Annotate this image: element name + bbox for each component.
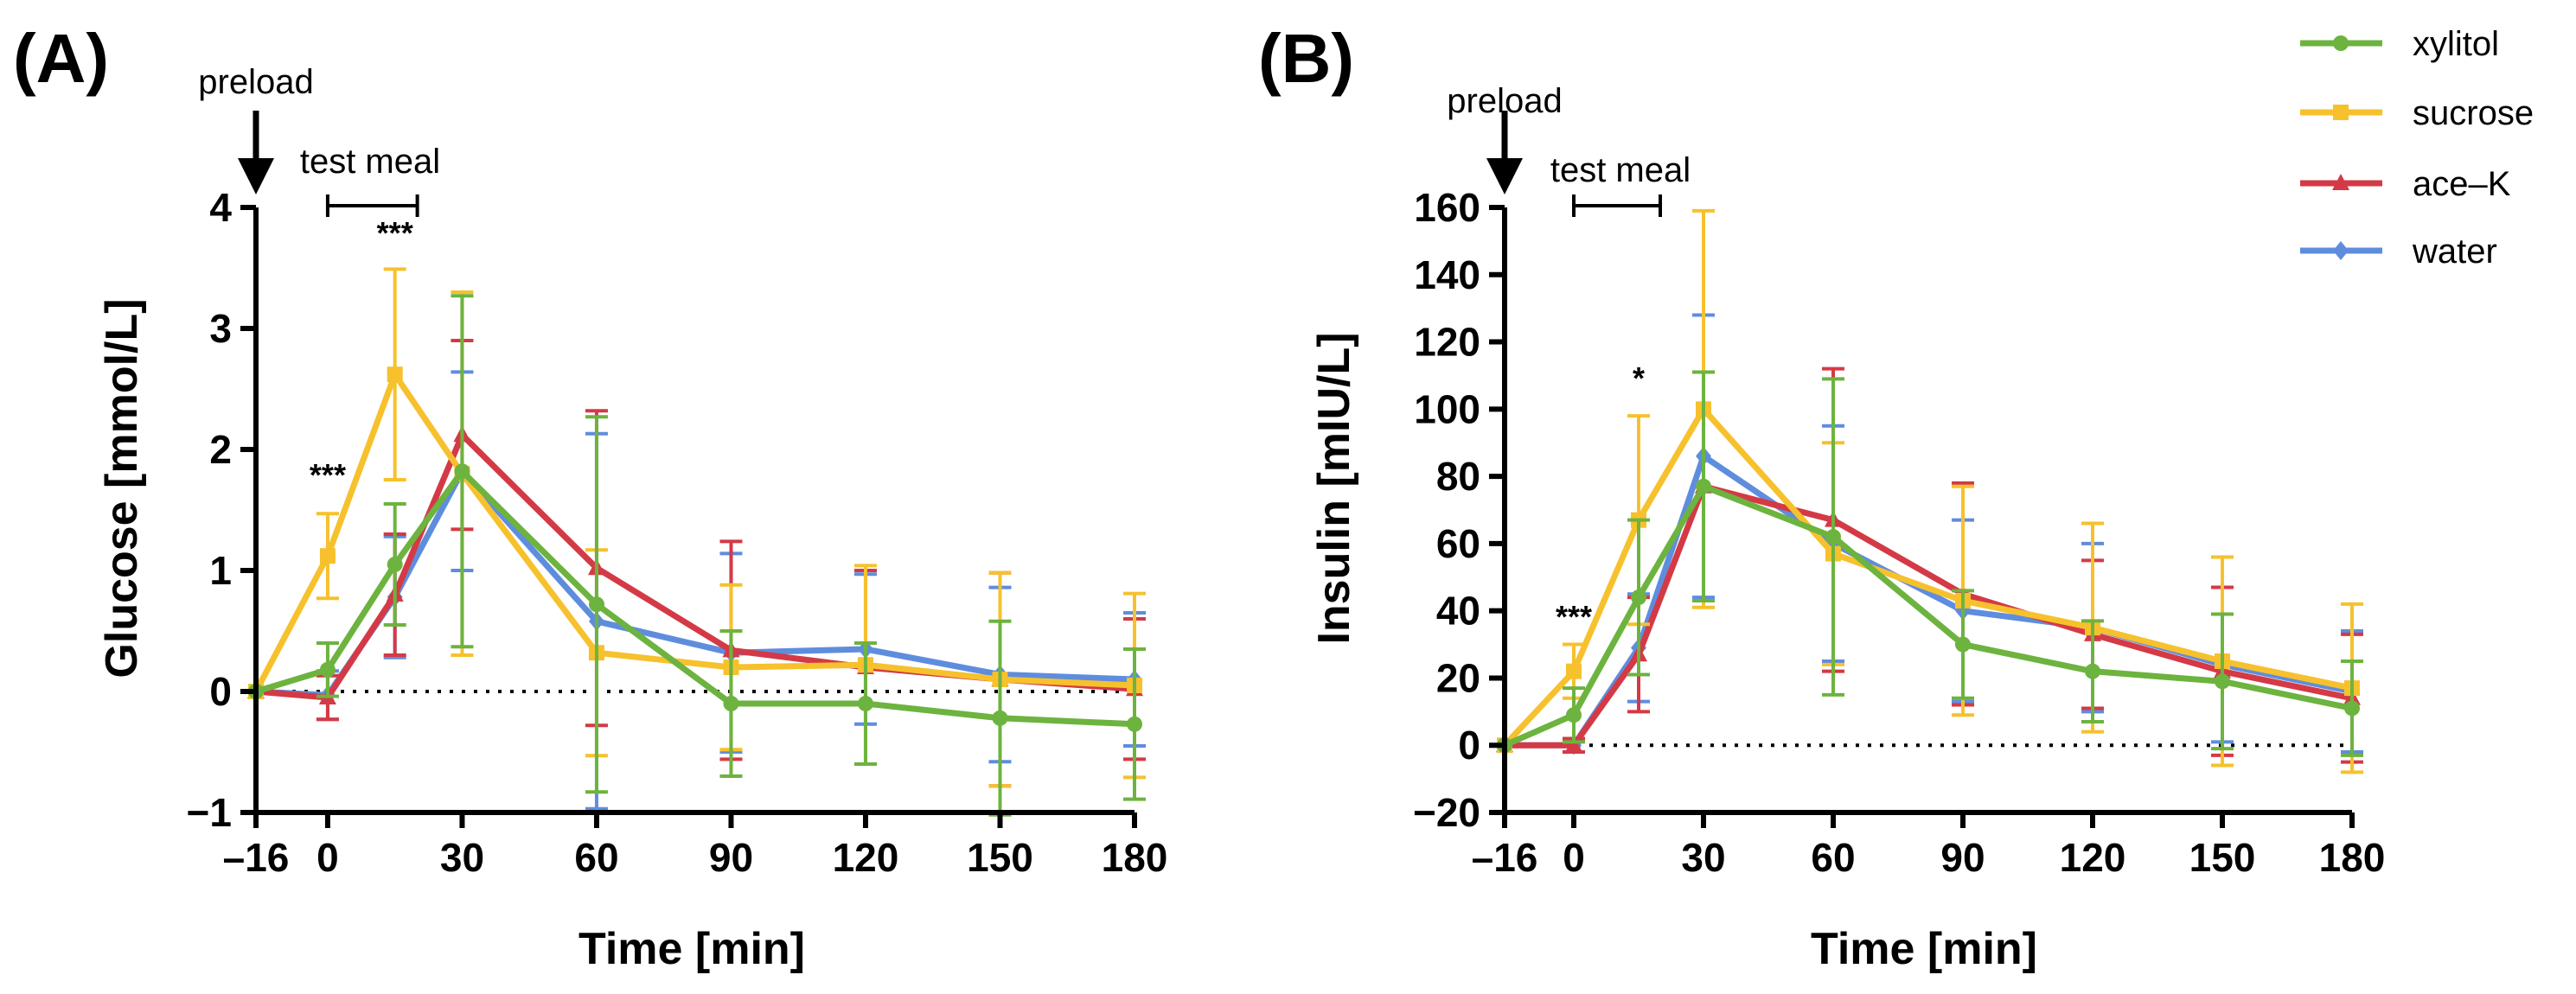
x-tick-label-a: 180 <box>1102 835 1168 880</box>
series-xylitol-a <box>248 294 1146 817</box>
data-point-xylitol <box>723 696 739 711</box>
significance-marker-b: * <box>1633 360 1645 396</box>
y-tick-label-a: 4 <box>209 185 232 230</box>
x-tick-label-b: 60 <box>1811 835 1855 880</box>
x-tick-label-a: 30 <box>440 835 484 880</box>
plot-area-b: −20 0 20 40 60 80 100 120 140 160 –16 0 30 60 90 120 150… <box>1413 111 2385 880</box>
panel-b: (B) Insulin [mIU/L] Time [min] preload t… <box>1258 20 2385 974</box>
panel-label-a: (A) <box>13 20 109 97</box>
y-axis-label-b: Insulin [mIU/L] <box>1309 332 1359 644</box>
data-point-xylitol <box>319 661 336 678</box>
legend-label-xylitol: xylitol <box>2413 25 2499 63</box>
significance-marker-b: *** <box>1556 599 1592 634</box>
legend-label-sucrose: sucrose <box>2413 94 2534 132</box>
test-meal-label-b: test meal <box>1550 151 1691 189</box>
series-sucrose-a <box>248 267 1146 788</box>
legend-marker-water <box>2333 241 2349 260</box>
data-point-xylitol <box>1696 478 1711 494</box>
legend-item-water: water <box>2300 233 2497 271</box>
y-tick-label-a: 2 <box>209 427 232 472</box>
x-tick-label-a: 0 <box>316 835 339 880</box>
y-tick-label-a: 1 <box>209 548 232 593</box>
series-water-a <box>248 370 1146 811</box>
legend-item-xylitol: xylitol <box>2300 25 2499 63</box>
test-meal-label-a: test meal <box>300 143 440 181</box>
y-tick-label-b: 160 <box>1414 185 1480 230</box>
legend-item-ace-k: ace–K <box>2300 165 2511 203</box>
x-tick-label-a: 150 <box>967 835 1033 880</box>
data-point-xylitol <box>2085 663 2100 679</box>
data-point-xylitol <box>1127 716 1142 732</box>
x-tick-label-a: 60 <box>574 835 618 880</box>
legend-item-sucrose: sucrose <box>2300 94 2534 132</box>
legend-marker-shape-ace-k <box>2332 174 2349 190</box>
panel-a: (A) Glucose [mmol/L] Time [min] preload … <box>13 20 1167 974</box>
y-tick-label-b: −20 <box>1413 790 1480 835</box>
data-point-sucrose <box>319 548 336 564</box>
legend-marker-shape-xylitol <box>2333 35 2349 51</box>
x-tick-label-b: 150 <box>2189 835 2256 880</box>
y-tick-label-b: 0 <box>1458 723 1480 768</box>
plot-area-a: −1 0 1 2 3 4 –16 0 30 60 90 120 150 180 *** *** <box>187 111 1168 880</box>
y-tick-label-b: 20 <box>1436 655 1480 700</box>
data-point-sucrose <box>387 366 403 383</box>
x-tick-label-b: 120 <box>2060 835 2126 880</box>
x-tick-label-b: 180 <box>2319 835 2386 880</box>
y-tick-label-a: 3 <box>209 306 232 351</box>
data-point-xylitol <box>454 463 470 480</box>
data-point-xylitol <box>1566 707 1582 723</box>
x-tick-label-a: –16 <box>223 835 290 880</box>
data-point-xylitol <box>2344 700 2360 717</box>
y-tick-label-b: 60 <box>1436 521 1480 566</box>
panel-label-b: (B) <box>1258 20 1354 97</box>
y-tick-label-a: −1 <box>187 790 232 835</box>
significance-marker-a: *** <box>377 215 413 251</box>
x-tick-label-b: –16 <box>1472 835 1538 880</box>
x-tick-label-b: 30 <box>1681 835 1725 880</box>
data-point-xylitol <box>992 710 1008 726</box>
legend-label-ace-k: ace–K <box>2413 165 2511 203</box>
series-ace-k-b <box>1496 366 2363 764</box>
data-point-ace-k <box>1565 736 1582 753</box>
data-point-xylitol <box>1955 636 1971 653</box>
legend-marker-shape-sucrose <box>2333 105 2349 120</box>
x-tick-label-b: 90 <box>1940 835 1985 880</box>
x-tick-label-a: 90 <box>709 835 753 880</box>
data-point-xylitol <box>387 557 403 572</box>
legend-marker-ace-k <box>2332 174 2349 190</box>
x-tick-label-a: 120 <box>833 835 899 880</box>
y-tick-label-a: 0 <box>209 669 232 714</box>
legend-label-water: water <box>2412 233 2497 271</box>
legend: xylitol sucrose ace–K water <box>2300 25 2534 271</box>
data-point-xylitol <box>1631 589 1646 606</box>
series-water-b <box>1497 313 2363 755</box>
data-point-xylitol <box>588 596 604 613</box>
legend-marker-xylitol <box>2333 35 2349 51</box>
series-sucrose-b <box>1497 208 2363 774</box>
legend-marker-shape-water <box>2333 241 2349 260</box>
preload-label-a: preload <box>198 63 313 101</box>
y-tick-label-b: 120 <box>1414 320 1480 365</box>
y-axis-label-a: Glucose [mmol/L] <box>97 298 147 678</box>
significance-marker-a: *** <box>310 457 346 493</box>
x-axis-label-a: Time [min] <box>578 924 805 974</box>
data-point-sucrose <box>1566 663 1582 679</box>
x-axis-label-b: Time [min] <box>1811 924 2037 974</box>
data-point-xylitol <box>2215 673 2230 690</box>
y-tick-label-b: 140 <box>1414 252 1480 297</box>
x-tick-label-b: 0 <box>1563 835 1585 880</box>
data-point-xylitol <box>1825 529 1841 545</box>
legend-marker-sucrose <box>2333 105 2349 120</box>
series-xylitol-b <box>1497 370 2363 757</box>
data-point-xylitol <box>857 696 873 711</box>
y-tick-label-b: 80 <box>1436 454 1480 499</box>
y-tick-label-b: 40 <box>1436 589 1480 634</box>
y-tick-label-b: 100 <box>1414 386 1480 431</box>
